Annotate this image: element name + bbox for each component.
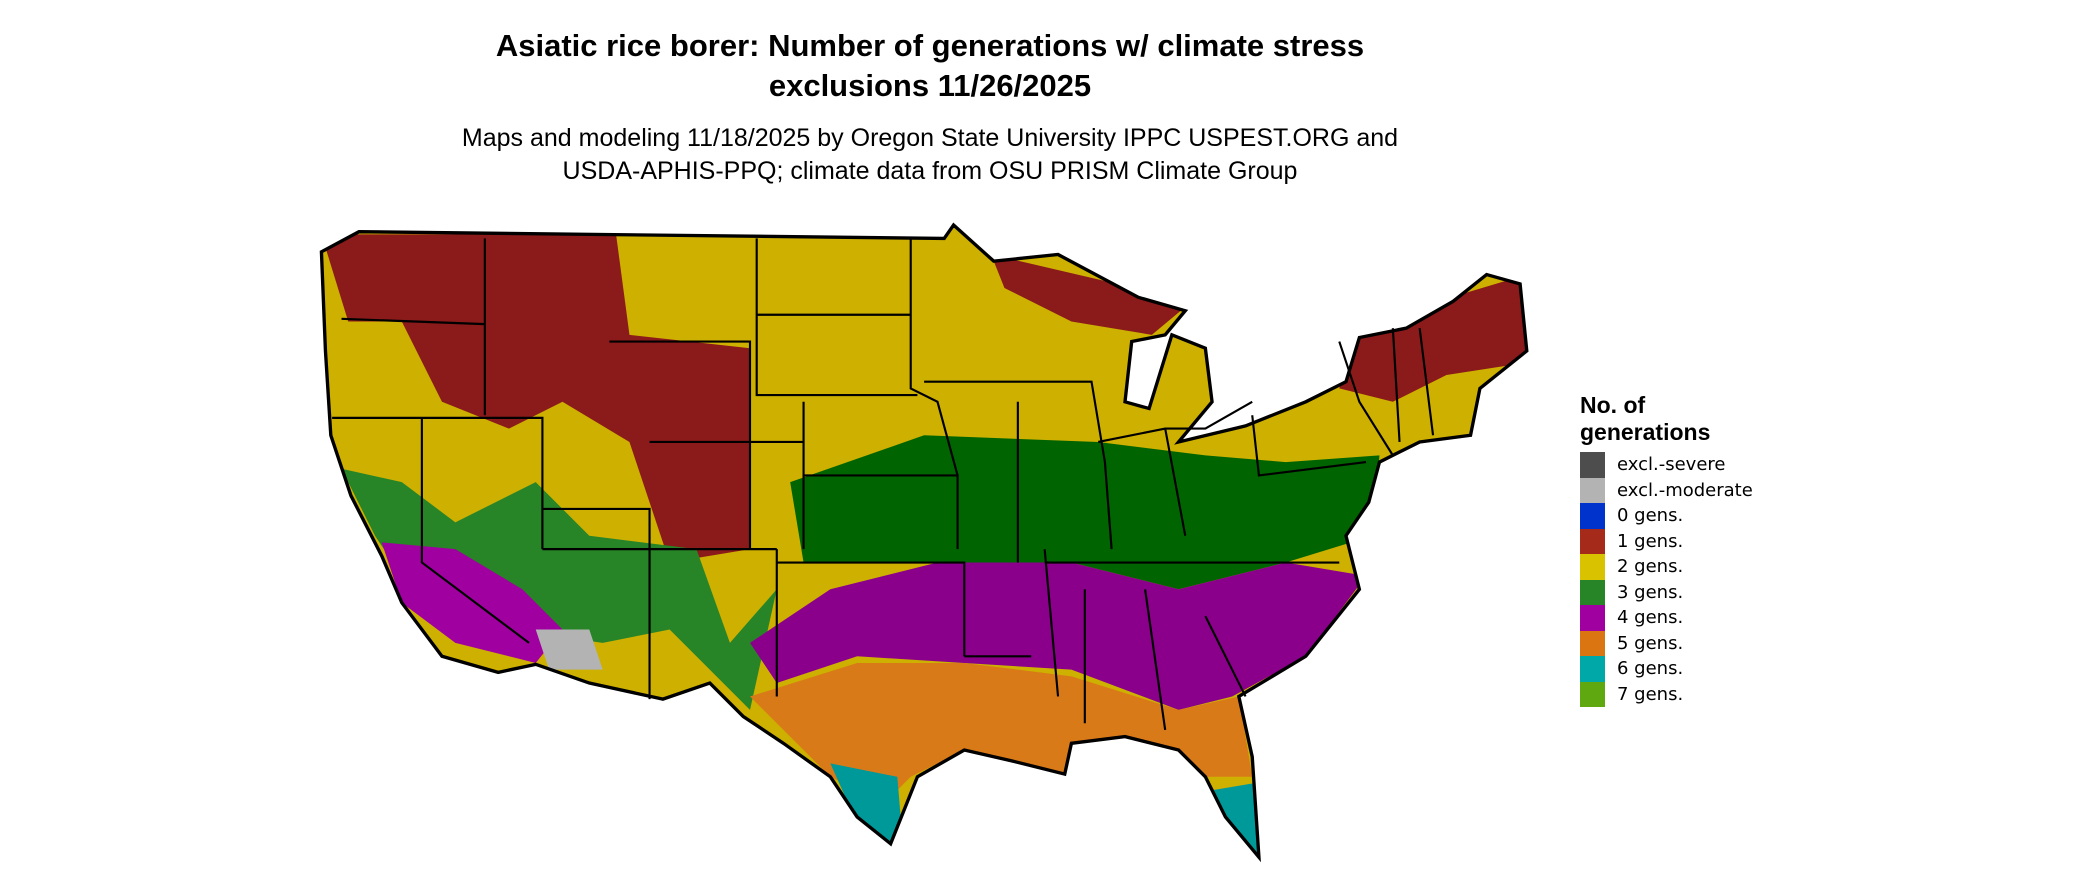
- state-boundaries: [332, 238, 1435, 731]
- subtitle-line-2: USDA-APHIS-PPQ; climate data from OSU PR…: [562, 157, 1298, 185]
- legend-item: 3 gens.: [1580, 579, 1753, 605]
- state-line: [332, 238, 1435, 731]
- legend-item: 4 gens.: [1580, 605, 1753, 631]
- legend-title-line-1: No. of: [1580, 392, 1646, 418]
- legend-label: excl.-moderate: [1617, 479, 1753, 501]
- map-subtitle: Maps and modeling 11/18/2025 by Oregon S…: [330, 122, 1530, 188]
- zone-6-gens-south-texas: [830, 763, 905, 858]
- title-line-2: exclusions 11/26/2025: [768, 68, 1092, 103]
- map-title: Asiatic rice borer: Number of generation…: [330, 26, 1530, 106]
- legend-items: excl.-severe excl.-moderate 0 gens. 1 gens.…: [1580, 452, 1753, 707]
- legend-label: 5 gens.: [1617, 632, 1684, 654]
- legend-swatch: [1580, 656, 1605, 682]
- legend-item: 6 gens.: [1580, 656, 1753, 682]
- title-line-1: Asiatic rice borer: Number of generation…: [495, 28, 1365, 63]
- legend: No. of generations excl.-severe excl.-mod…: [1580, 392, 1753, 707]
- zone-4-gens-south: [750, 562, 1367, 710]
- legend-label: 2 gens.: [1617, 556, 1684, 578]
- legend-item: excl.-severe: [1580, 452, 1753, 478]
- zone-5-gens-gulf: [750, 662, 1253, 804]
- legend-swatch: [1580, 452, 1605, 478]
- legend-swatch: [1580, 554, 1605, 580]
- legend-title: No. of generations: [1580, 392, 1753, 446]
- zone-3-gens-central: [790, 435, 1380, 590]
- legend-swatch: [1580, 503, 1605, 529]
- legend-item: excl.-moderate: [1580, 477, 1753, 503]
- legend-item: 7 gens.: [1580, 681, 1753, 707]
- legend-swatch: [1580, 681, 1605, 707]
- legend-swatch: [1580, 605, 1605, 631]
- zone-1-gen-northeast: [1339, 274, 1527, 402]
- legend-label: 1 gens.: [1617, 530, 1684, 552]
- legend-item: 0 gens.: [1580, 503, 1753, 529]
- zone-1-gen-northwest: [321, 234, 750, 563]
- legend-label: 3 gens.: [1617, 581, 1684, 603]
- legend-label: 7 gens.: [1617, 683, 1684, 705]
- legend-swatch: [1580, 579, 1605, 605]
- legend-swatch: [1580, 477, 1605, 503]
- zone-excl-moderate-arizona: [535, 629, 603, 670]
- legend-label: 6 gens.: [1617, 658, 1684, 680]
- legend-title-line-2: generations: [1580, 419, 1711, 445]
- zone-6-gens-florida: [1212, 783, 1266, 858]
- subtitle-line-1: Maps and modeling 11/18/2025 by Oregon S…: [461, 124, 1399, 152]
- legend-label: 4 gens.: [1617, 607, 1684, 629]
- legend-item: 5 gens.: [1580, 630, 1753, 656]
- legend-label: 0 gens.: [1617, 505, 1684, 527]
- zone-3-gens-west: [341, 468, 777, 710]
- generation-fill: [321, 225, 1527, 858]
- legend-swatch: [1580, 630, 1605, 656]
- legend-item: 2 gens.: [1580, 554, 1753, 580]
- legend-item: 1 gens.: [1580, 528, 1753, 554]
- zone-1-gen-upper-midwest: [991, 254, 1192, 335]
- legend-swatch: [1580, 528, 1605, 554]
- legend-label: excl.-severe: [1617, 454, 1726, 476]
